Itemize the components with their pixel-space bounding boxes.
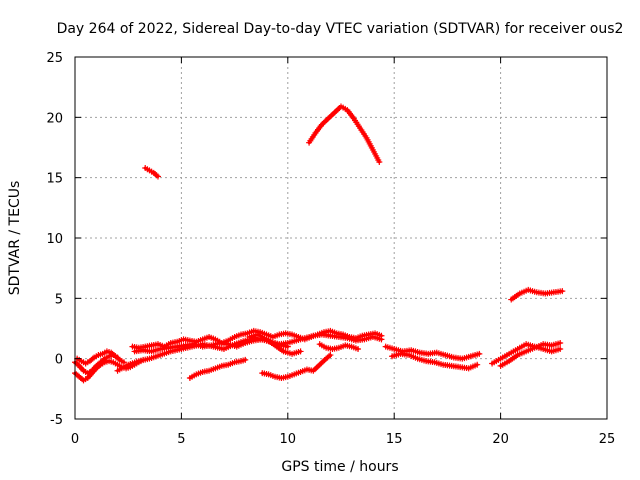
- y-axis-label: SDTVAR / TECUs: [7, 181, 23, 296]
- data-point: [557, 346, 564, 353]
- data-point: [557, 339, 564, 346]
- data-point: [284, 343, 291, 350]
- y-tick-label: 10: [46, 232, 63, 247]
- series-arc-7: [246, 331, 304, 357]
- grid: [75, 57, 607, 419]
- data-point: [154, 173, 161, 180]
- data-point: [559, 288, 566, 295]
- series-arc-3: [74, 348, 127, 367]
- series-arc-17: [508, 286, 566, 303]
- tick-labels: 0 5 10 15 20 25 -5 0 5 10 15 20 25: [46, 51, 615, 447]
- x-tick-label: 20: [492, 432, 509, 447]
- series-arc-14: [259, 352, 334, 381]
- x-tick-label: 0: [71, 432, 79, 447]
- series-arc-9: [382, 343, 483, 362]
- chart-title: Day 264 of 2022, Sidereal Day-to-day VTE…: [57, 21, 624, 37]
- data-point: [297, 348, 304, 355]
- x-axis-label: GPS time / hours: [281, 459, 398, 475]
- series-arc-16: [306, 103, 383, 165]
- series-arc-13: [186, 356, 249, 381]
- x-tick-label: 15: [386, 432, 403, 447]
- series-arc-6: [114, 335, 291, 374]
- data-point: [376, 158, 383, 165]
- data-point: [476, 350, 483, 357]
- series-arc-15: [142, 165, 161, 180]
- series-arc-10: [389, 350, 481, 372]
- y-tick-label: 20: [46, 111, 63, 126]
- data-point: [378, 336, 385, 343]
- y-tick-label: 5: [55, 292, 63, 307]
- y-tick-label: -5: [50, 413, 63, 428]
- data-point: [327, 352, 334, 359]
- data-point: [474, 361, 481, 368]
- series-arc-12: [497, 339, 564, 369]
- series-arc-8: [316, 341, 362, 353]
- series-trace: [307, 104, 381, 164]
- data-point: [242, 356, 249, 363]
- y-tick-label: 25: [46, 51, 63, 66]
- data-point: [355, 346, 362, 353]
- x-tick-label: 10: [280, 432, 297, 447]
- y-tick-label: 15: [46, 172, 63, 187]
- y-tick-label: 0: [55, 353, 63, 368]
- x-tick-label: 25: [599, 432, 616, 447]
- data-series: [72, 103, 566, 384]
- x-tick-label: 5: [177, 432, 185, 447]
